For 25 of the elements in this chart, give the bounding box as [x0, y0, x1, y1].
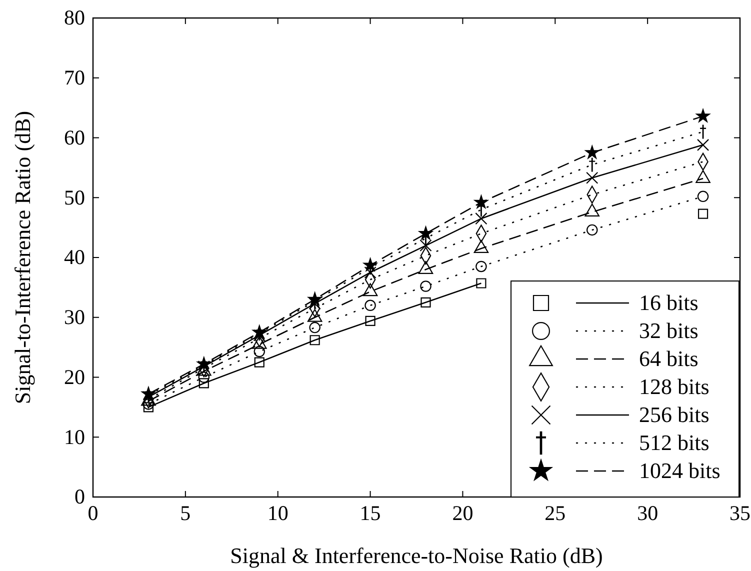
legend-label: 256 bits	[639, 402, 710, 427]
y-tick-label: 10	[64, 424, 85, 449]
y-tick-label: 80	[64, 6, 85, 30]
legend-label: 1024 bits	[639, 458, 720, 483]
x-tick-label: 20	[452, 500, 474, 525]
x-tick-label: 30	[637, 500, 658, 525]
y-tick-label: 30	[64, 305, 85, 330]
legend-label: 16 bits	[639, 290, 698, 315]
legend-label: 32 bits	[639, 318, 698, 343]
y-tick-label: 40	[64, 245, 85, 270]
x-tick-label: 10	[267, 500, 288, 525]
x-axis-title: Signal & Interference-to-Noise Ratio (dB)	[230, 543, 603, 568]
y-axis-title: Signal-to-Interference Ratio (dB)	[10, 110, 35, 404]
legend-label: 512 bits	[639, 430, 710, 455]
y-tick-label: 70	[64, 66, 85, 90]
y-tick-label: 20	[64, 364, 85, 389]
y-tick-label: 50	[64, 185, 85, 210]
y-tick-label: 0	[74, 484, 85, 509]
x-tick-label: 25	[544, 500, 566, 525]
x-tick-label: 5	[180, 500, 191, 525]
y-tick-label: 60	[64, 125, 85, 150]
legend-label: 128 bits	[639, 374, 710, 399]
legend-label: 64 bits	[639, 346, 698, 371]
x-tick-label: 15	[360, 500, 381, 525]
x-tick-label: 35	[730, 500, 750, 525]
